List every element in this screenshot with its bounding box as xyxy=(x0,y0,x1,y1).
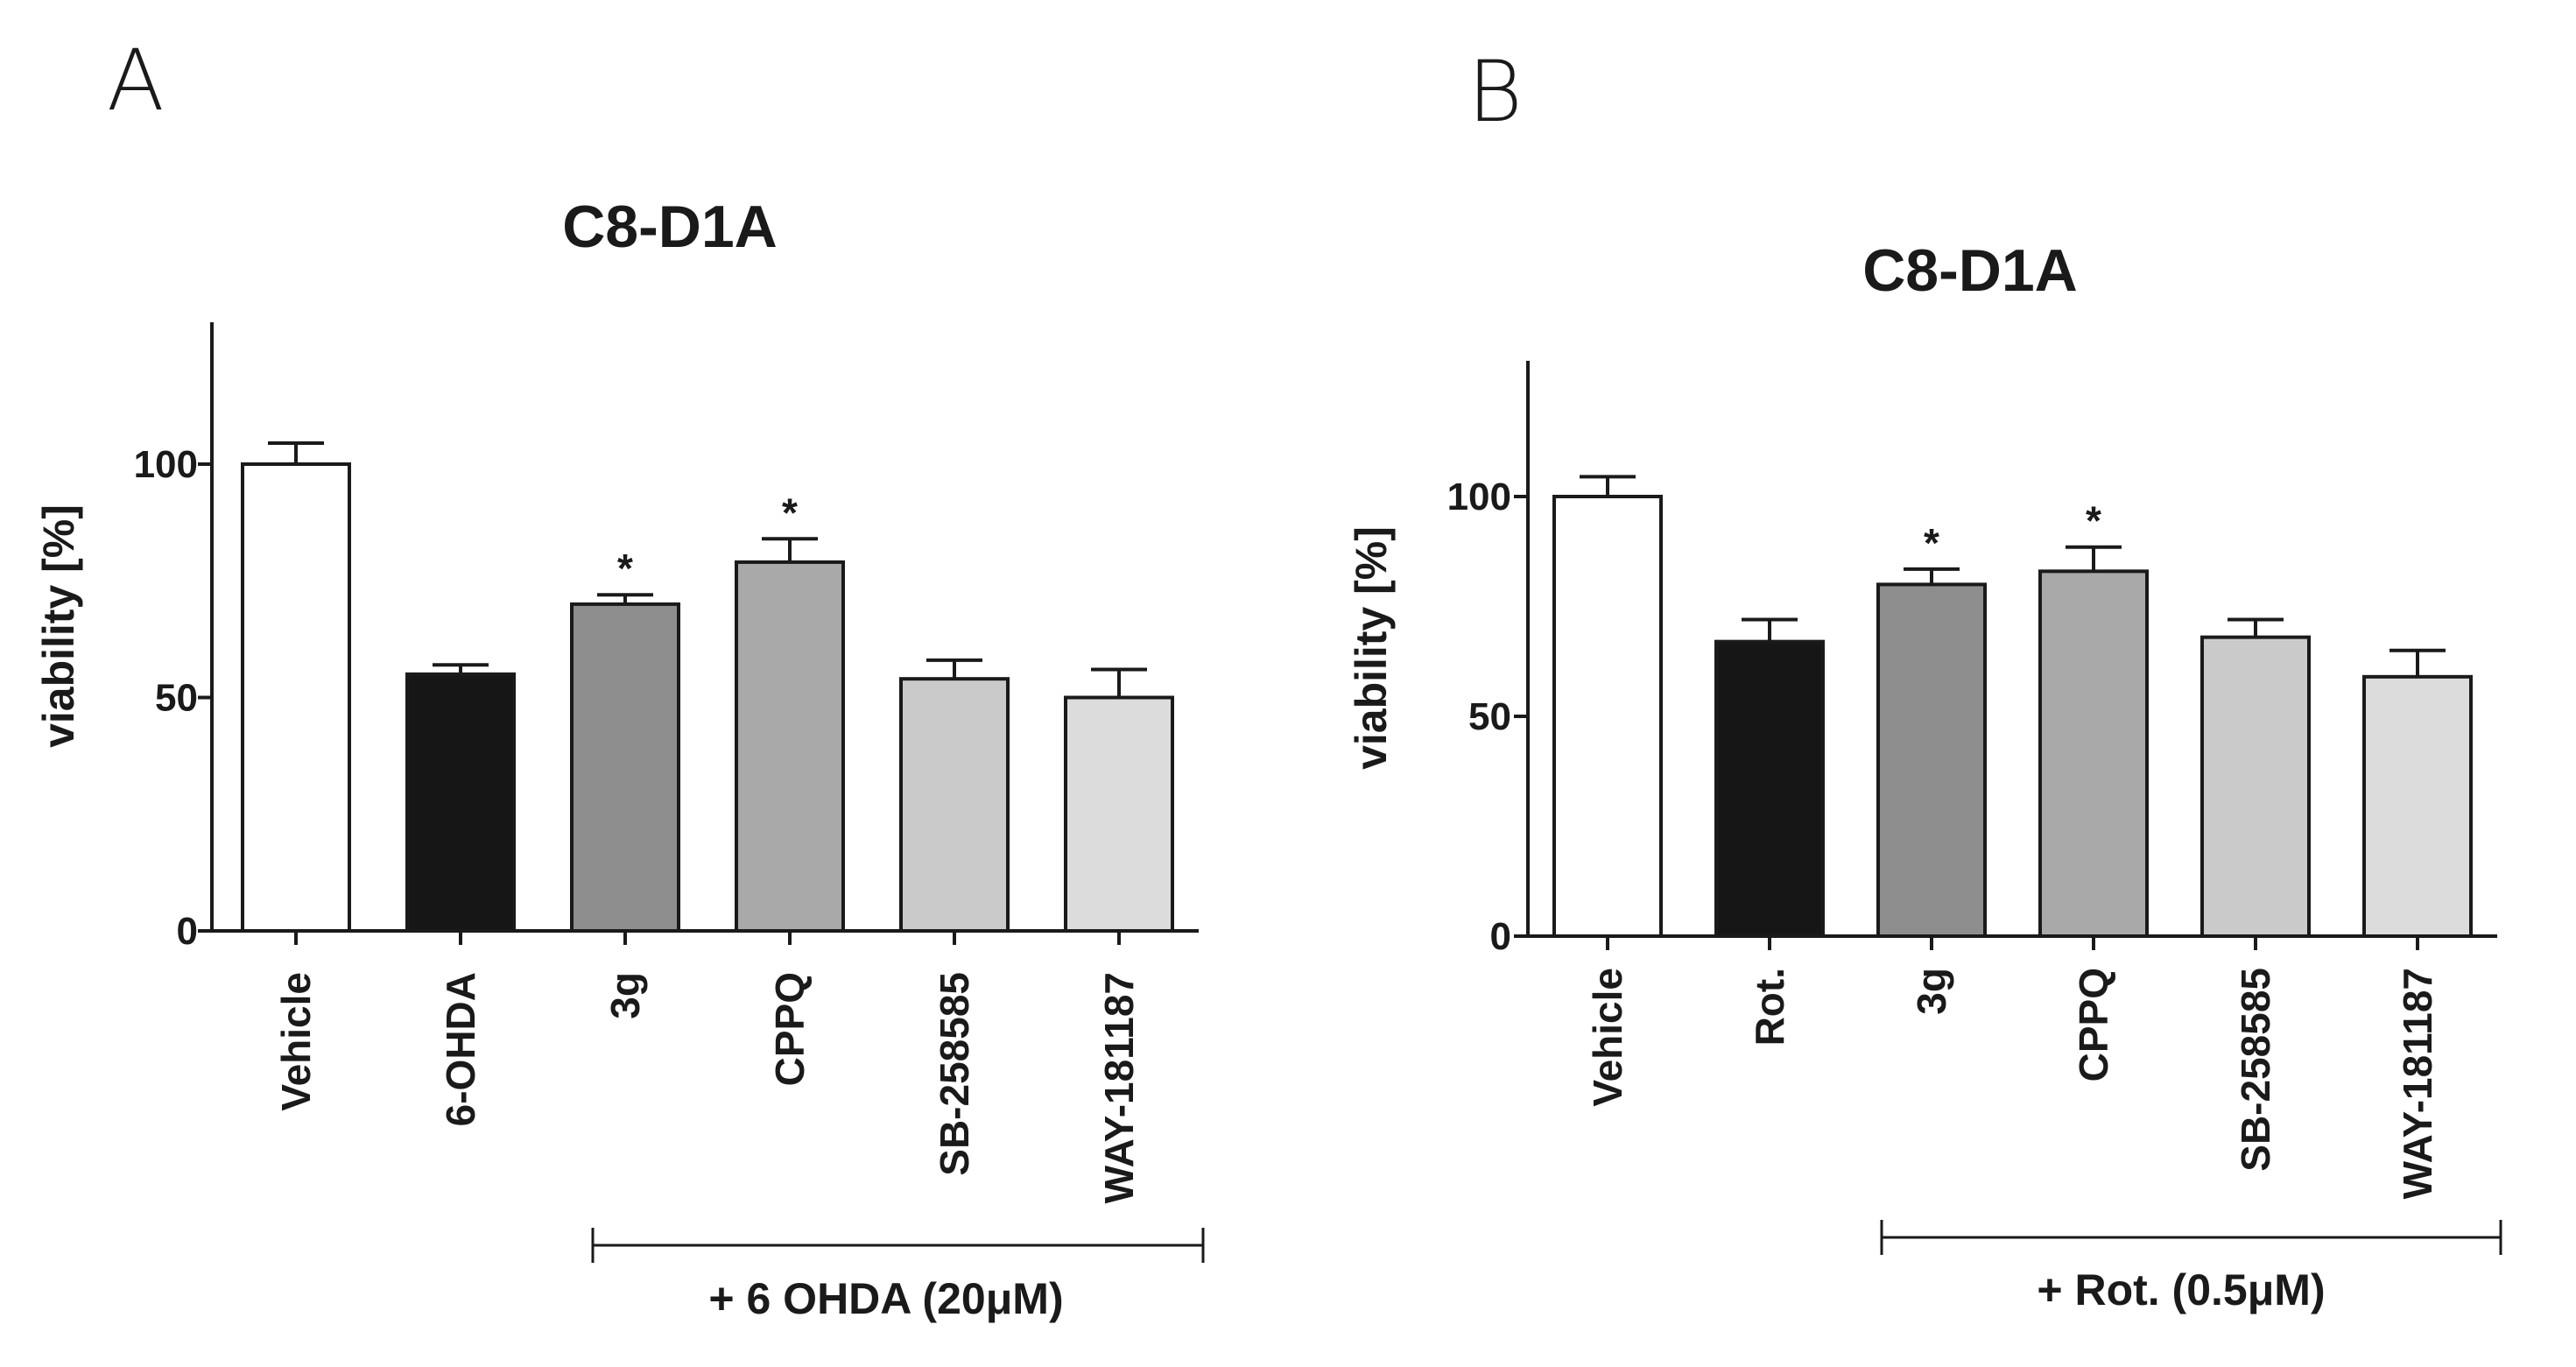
y-axis-label-a: viability [%] xyxy=(34,504,83,748)
significance-a-cppq: * xyxy=(782,490,798,535)
y-tick-label-a-50: 50 xyxy=(155,677,198,720)
bar-b-rot- xyxy=(1714,639,1825,938)
bar-b-way-181187 xyxy=(2362,674,2473,938)
bar-a-6-ohda xyxy=(405,672,516,933)
panel-b: B C8-D1A viability [%] 0 50 100 Vehicle Rot.… xyxy=(1347,43,2502,1314)
y-axis-label-b: viability [%] xyxy=(1347,526,1396,770)
category-label-a-cppq: CPPQ xyxy=(767,972,813,1086)
chart-title-b: C8-D1A xyxy=(1862,237,2078,304)
y-tick-label-b-100: 100 xyxy=(1447,476,1511,518)
group-label-a: + 6 OHDA (20μM) xyxy=(708,1274,1063,1323)
significance-a-3g: * xyxy=(617,546,633,591)
category-label-a-sb-258585: SB-258585 xyxy=(932,972,977,1176)
category-label-a-way-181187: WAY-181187 xyxy=(1096,972,1142,1203)
category-label-b-sb-258585: SB-258585 xyxy=(2233,968,2278,1172)
group-label-b: + Rot. (0.5μM) xyxy=(2037,1265,2325,1314)
bar-a-sb-258585 xyxy=(899,677,1010,933)
y-tick-label-a-100: 100 xyxy=(134,443,198,486)
y-tick-label-b-0: 0 xyxy=(1490,915,1511,958)
significance-b-3g: * xyxy=(1924,520,1939,566)
panel-letter-b: B xyxy=(1467,43,1523,141)
category-label-a-vehicle: Vehicle xyxy=(273,972,319,1111)
category-label-a-3g: 3g xyxy=(602,972,648,1019)
plot-area-b: 0 50 100 Vehicle Rot. 3g * CPPQ * SB-258585 WAY-18… xyxy=(1447,361,2502,1255)
plot-area-a: 0 50 100 Vehicle 6-OHDA 3g * CPPQ * SB-258585 WAY-… xyxy=(134,322,1205,1263)
y-tick-label-b-50: 50 xyxy=(1468,695,1511,738)
bar-a-3g xyxy=(570,602,680,934)
bar-b-vehicle xyxy=(1552,495,1663,938)
panel-letter-a: A xyxy=(107,32,165,130)
category-label-b-rot-: Rot. xyxy=(1747,968,1792,1046)
category-label-b-way-181187: WAY-181187 xyxy=(2395,968,2440,1199)
bar-a-way-181187 xyxy=(1064,695,1174,933)
chart-title-a: C8-D1A xyxy=(562,194,778,260)
bar-a-vehicle xyxy=(241,462,351,933)
significance-b-cppq: * xyxy=(2086,498,2101,544)
category-label-b-vehicle: Vehicle xyxy=(1585,968,1630,1107)
bar-b-sb-258585 xyxy=(2200,635,2311,938)
category-label-b-3g: 3g xyxy=(1909,968,1954,1015)
bar-b-cppq xyxy=(2038,569,2149,939)
category-label-a-6-ohda: 6-OHDA xyxy=(438,972,483,1126)
category-label-b-cppq: CPPQ xyxy=(2071,968,2116,1082)
bar-b-3g xyxy=(1876,582,1987,939)
y-tick-label-a-0: 0 xyxy=(177,910,198,953)
bar-a-cppq xyxy=(735,560,845,933)
panel-a: A C8-D1A viability [%] 0 50 100 Vehicle 6-OH… xyxy=(34,32,1205,1323)
